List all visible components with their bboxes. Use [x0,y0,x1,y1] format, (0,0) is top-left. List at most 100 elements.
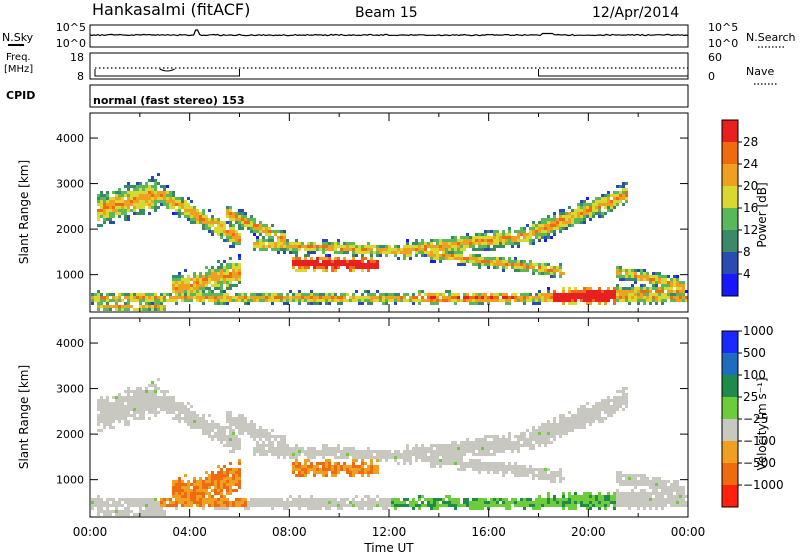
velocity-cell [589,498,592,501]
velocity-cell [172,405,175,408]
power-cell [640,287,643,290]
velocity-cell [253,504,256,507]
power-cell [229,218,232,221]
velocity-cell [487,441,490,444]
velocity-cell [538,435,541,438]
velocity-cell [589,507,592,510]
power-cell [601,293,604,296]
velocity-cell [523,435,526,438]
velocity-cell [280,447,283,450]
power-cell [508,239,511,242]
velocity-cell [568,507,571,510]
velocity-cell [601,417,604,420]
velocity-cell [232,489,235,492]
velocity-cell [628,480,631,483]
power-cell [355,263,358,266]
power-cell [265,227,268,230]
power-cell [217,299,220,302]
velocity-cell [151,384,154,387]
power-cell [241,221,244,224]
power-cell [100,224,103,227]
velocity-cell [256,441,259,444]
power-cell [442,248,445,251]
velocity-cell [505,468,508,471]
power-cell [358,251,361,254]
velocity-cell [601,402,604,405]
power-cell [622,290,625,293]
velocity-cell [403,498,406,501]
velocity-cell [259,453,262,456]
velocity-cell [517,468,520,471]
velocity-cell [124,513,127,516]
velocity-cell [451,462,454,465]
velocity-cell [412,504,415,507]
power-cell [472,254,475,257]
velocity-cell [469,504,472,507]
velocity-cell [541,438,544,441]
velocity-cell [547,468,550,471]
power-cell [514,293,517,296]
velocity-cell [571,498,574,501]
velocity-cell [481,441,484,444]
velocity-cell [346,471,349,474]
velocity-cell [217,507,220,510]
velocity-cell [427,504,430,507]
velocity-cell [160,405,163,408]
power-cell [502,230,505,233]
velocity-cell [196,495,199,498]
velocity-cell [571,501,574,504]
power-cell [544,293,547,296]
colorbar-swatch [722,252,738,274]
power-cell [334,293,337,296]
velocity-cell [175,489,178,492]
velocity-cell [100,399,103,402]
velocity-cell [607,405,610,408]
power-cell [181,281,184,284]
power-cell [550,218,553,221]
power-cell [250,221,253,224]
velocity-cell [328,447,331,450]
velocity-cell [553,426,556,429]
velocity-cell [463,465,466,468]
power-cell [229,287,232,290]
power-cell [442,299,445,302]
power-cell [202,224,205,227]
velocity-cell [346,450,349,453]
velocity-cell [178,498,181,501]
power-cell [649,296,652,299]
velocity-cell [331,447,334,450]
power-cell [580,215,583,218]
power-cell [559,230,562,233]
velocity-cell [457,447,460,450]
power-cell [226,293,229,296]
velocity-cell [607,399,610,402]
velocity-cell [388,450,391,453]
power-cell [475,302,478,305]
velocity-cell [490,501,493,504]
velocity-cell [133,411,136,414]
power-cell [322,248,325,251]
velocity-cell [322,453,325,456]
power-cell [370,257,373,260]
velocity-cell [112,405,115,408]
power-cell [595,296,598,299]
velocity-cell [403,453,406,456]
cpid-label: CPID [6,89,35,102]
velocity-cell [232,501,235,504]
velocity-cell [307,504,310,507]
velocity-cell [229,411,232,414]
power-cell [613,287,616,290]
power-cell [136,191,139,194]
velocity-cell [148,507,151,510]
velocity-cell [622,396,625,399]
velocity-cell [172,504,175,507]
velocity-cell [199,501,202,504]
velocity-cell [334,504,337,507]
velocity-cell [148,384,151,387]
power-cell [235,263,238,266]
power-cell [361,248,364,251]
velocity-cell [616,471,619,474]
velocity-cell [601,495,604,498]
power-cell [544,236,547,239]
velocity-cell [292,498,295,501]
